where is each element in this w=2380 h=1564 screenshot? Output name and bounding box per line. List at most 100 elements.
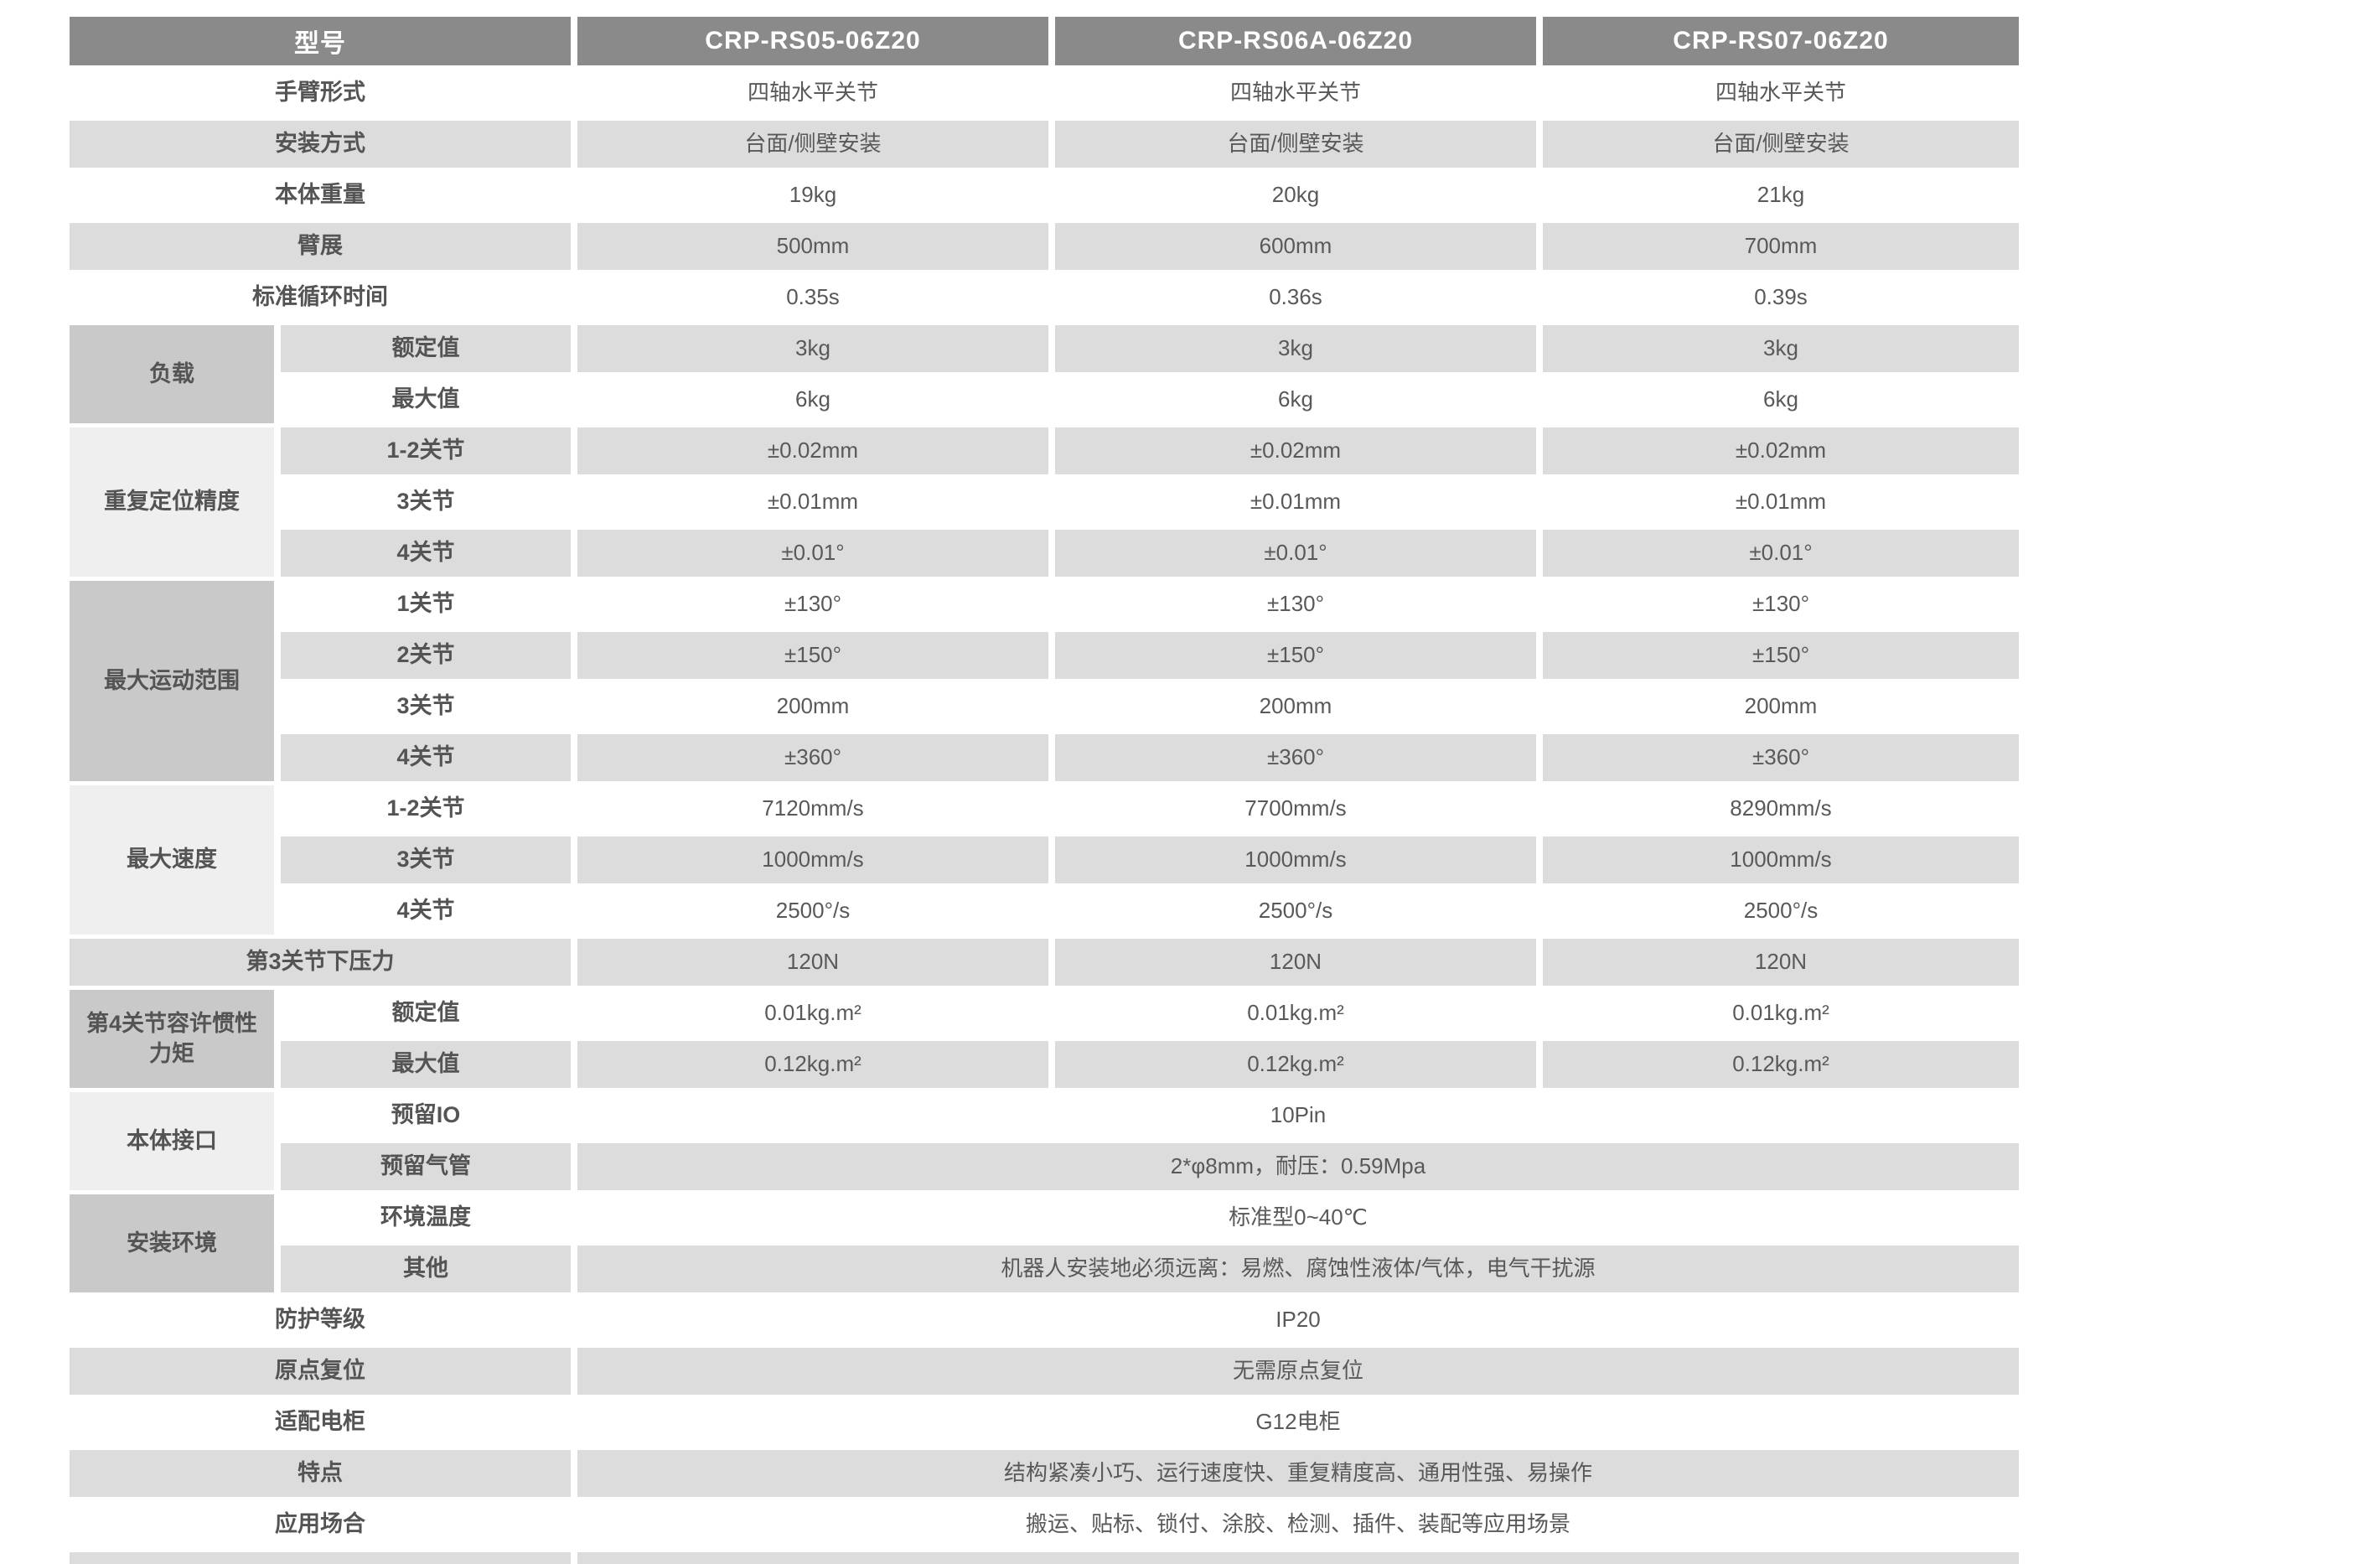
row-repeatability-j4: 4关节 ±0.01° ±0.01° ±0.01° xyxy=(70,530,2019,577)
spec-value: 2500°/s xyxy=(1743,898,1819,924)
spec-value: 6kg xyxy=(1763,386,1798,412)
spec-value: ±0.01° xyxy=(577,530,1048,577)
row-reserved-air-tube: 预留气管 2*φ8mm，耐压：0.59Mpa xyxy=(70,1143,2019,1190)
spec-value: ±360° xyxy=(1543,734,2019,781)
spec-value: 7120mm/s xyxy=(762,795,864,821)
row-sublabel: 3关节 xyxy=(396,693,455,719)
row-sublabel: 3关节 xyxy=(396,489,455,515)
row-sublabel: 4关节 xyxy=(281,734,571,781)
spec-value: 200mm xyxy=(1259,693,1332,719)
spec-value-merged: IP20 xyxy=(1275,1307,1321,1333)
spec-value: ±150° xyxy=(577,632,1048,679)
row-payload-rated: 负载 额定值 3kg 3kg 3kg xyxy=(70,325,2019,423)
spec-value: 200mm xyxy=(1744,693,1818,719)
header-model-rs07: CRP-RS07-06Z20 xyxy=(1543,17,2019,65)
row-label: 适配电柜 xyxy=(275,1409,365,1435)
spec-value: ±0.01mm xyxy=(767,489,859,515)
spec-value-merged: 结构紧凑小巧、运行速度快、重复精度高、通用性强、易操作 xyxy=(577,1450,2019,1497)
row-label: 第3关节下压力 xyxy=(70,939,571,986)
spec-value: 3kg xyxy=(577,325,1048,372)
spec-value: 3kg xyxy=(1055,325,1536,372)
header-row: 型号 CRP-RS05-06Z20 CRP-RS06A-06Z20 CRP-RS… xyxy=(70,17,2019,65)
row-matching-cabinet: 适配电柜 G12电柜 xyxy=(70,1399,2019,1446)
row-sublabel: 环境温度 xyxy=(380,1204,471,1230)
spec-value-merged: 无需原点复位 xyxy=(577,1348,2019,1395)
row-sublabel: 额定值 xyxy=(281,325,571,372)
spec-value-merged: 10Pin xyxy=(1270,1102,1327,1128)
row-applications: 应用场合 搬运、贴标、锁付、涂胶、检测、插件、装配等应用场景 xyxy=(70,1501,2019,1548)
spec-value: ±0.01mm xyxy=(1250,489,1342,515)
spec-value-merged xyxy=(577,1552,2019,1564)
spec-value: 19kg xyxy=(789,182,837,208)
row-body-weight: 本体重量 19kg 20kg 21kg xyxy=(70,172,2019,219)
spec-value: 1000mm/s xyxy=(577,836,1048,883)
spec-value-merged: 机器人安装地必须远离：易燃、腐蚀性液体/气体，电气干扰源 xyxy=(577,1246,2019,1292)
row-repeatability-j12: 重复定位精度 1-2关节 ±0.02mm ±0.02mm ±0.02mm xyxy=(70,427,2019,577)
spec-value-merged: 标准型0~40℃ xyxy=(1229,1204,1368,1230)
group-max-motion-range: 最大运动范围 xyxy=(70,581,274,781)
row-sublabel: 额定值 xyxy=(391,1000,460,1026)
spec-value: ±360° xyxy=(577,734,1048,781)
row-motion-range-j4: 4关节 ±360° ±360° ±360° xyxy=(70,734,2019,781)
row-label: 应用场合 xyxy=(275,1511,365,1537)
row-arm-type: 手臂形式 四轴水平关节 四轴水平关节 四轴水平关节 xyxy=(70,70,2019,117)
row-motion-range-j1: 最大运动范围 1关节 ±130° ±130° ±130° xyxy=(70,581,2019,781)
spec-value: 600mm xyxy=(1055,223,1536,270)
spec-value: 21kg xyxy=(1757,182,1805,208)
row-mounting: 安装方式 台面/侧壁安装 台面/侧壁安装 台面/侧壁安装 xyxy=(70,121,2019,168)
spec-value: 台面/侧壁安装 xyxy=(1543,121,2019,168)
row-sublabel: 1-2关节 xyxy=(386,795,465,821)
group-body-interface: 本体接口 xyxy=(70,1092,274,1190)
row-ambient-temperature: 安装环境 环境温度 标准型0~40℃ xyxy=(70,1194,2019,1292)
spec-value: 120N xyxy=(1543,939,2019,986)
spec-value: 0.36s xyxy=(1269,284,1322,310)
spec-value: 120N xyxy=(1055,939,1536,986)
spec-value: 0.01kg.m² xyxy=(764,1000,861,1026)
spec-value: ±0.01° xyxy=(1543,530,2019,577)
spec-value-merged: G12电柜 xyxy=(1255,1409,1341,1435)
spec-value-merged: 2*φ8mm，耐压：0.59Mpa xyxy=(577,1143,2019,1190)
row-payload-max: 最大值 6kg 6kg 6kg xyxy=(70,376,2019,423)
group-installation-environment: 安装环境 xyxy=(70,1194,274,1292)
spec-value: ±0.01° xyxy=(1055,530,1536,577)
spec-value: ±0.02mm xyxy=(1543,427,2019,474)
spec-value: 8290mm/s xyxy=(1730,795,1832,821)
spec-value-merged: 搬运、贴标、锁付、涂胶、检测、插件、装配等应用场景 xyxy=(1025,1511,1570,1537)
spec-value: 120N xyxy=(577,939,1048,986)
row-clipped-bottom xyxy=(70,1552,2019,1564)
spec-value: 1000mm/s xyxy=(1055,836,1536,883)
spec-value: 2500°/s xyxy=(1258,898,1333,924)
row-sublabel: 最大值 xyxy=(391,386,460,412)
spec-value: ±150° xyxy=(1055,632,1536,679)
spec-value: 20kg xyxy=(1271,182,1320,208)
spec-value: 0.39s xyxy=(1754,284,1808,310)
row-sublabel: 4关节 xyxy=(281,530,571,577)
header-model-rs05: CRP-RS05-06Z20 xyxy=(577,17,1048,65)
spec-value: 7700mm/s xyxy=(1244,795,1347,821)
spec-value: 2500°/s xyxy=(775,898,851,924)
spec-value: 0.01kg.m² xyxy=(1732,1000,1829,1026)
spec-value: ±130° xyxy=(784,591,842,617)
row-label: 臂展 xyxy=(70,223,571,270)
spec-value: 台面/侧壁安装 xyxy=(1055,121,1536,168)
row-max-speed-j4: 4关节 2500°/s 2500°/s 2500°/s xyxy=(70,888,2019,935)
row-max-speed-j3: 3关节 1000mm/s 1000mm/s 1000mm/s xyxy=(70,836,2019,883)
spec-value: ±0.02mm xyxy=(577,427,1048,474)
row-sublabel: 1-2关节 xyxy=(281,427,571,474)
row-sublabel: 预留IO xyxy=(391,1102,461,1128)
row-arm-reach: 臂展 500mm 600mm 700mm xyxy=(70,223,2019,270)
spec-value: ±130° xyxy=(1266,591,1325,617)
row-protection-rating: 防护等级 IP20 xyxy=(70,1297,2019,1344)
row-reserved-io: 本体接口 预留IO 10Pin xyxy=(70,1092,2019,1190)
row-features: 特点 结构紧凑小巧、运行速度快、重复精度高、通用性强、易操作 xyxy=(70,1450,2019,1497)
row-max-speed-j12: 最大速度 1-2关节 7120mm/s 7700mm/s 8290mm/s xyxy=(70,785,2019,935)
header-model-label: 型号 xyxy=(70,17,571,65)
spec-value: ±150° xyxy=(1543,632,2019,679)
row-motion-range-j2: 2关节 ±150° ±150° ±150° xyxy=(70,632,2019,679)
row-j3-down-force: 第3关节下压力 120N 120N 120N xyxy=(70,939,2019,986)
row-label: 安装方式 xyxy=(70,121,571,168)
spec-value: 四轴水平关节 xyxy=(1229,80,1361,106)
spec-value: 6kg xyxy=(795,386,830,412)
row-label: 手臂形式 xyxy=(275,80,365,106)
row-label: 原点复位 xyxy=(70,1348,571,1395)
